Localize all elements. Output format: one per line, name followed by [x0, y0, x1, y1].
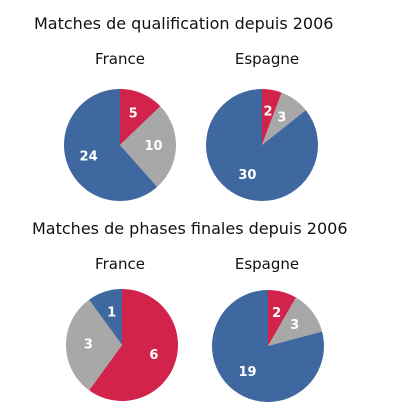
- pie-slice-3: [65, 299, 122, 391]
- pie-slice-6: [89, 289, 178, 401]
- pie-slice-label: 1: [107, 306, 116, 321]
- pie-slice-label: 2: [272, 306, 281, 321]
- pie-slice-label: 10: [145, 139, 163, 154]
- pie-slice-label: 3: [277, 110, 286, 125]
- pie-slice-1: [89, 289, 122, 345]
- pie-slice-3: [268, 297, 323, 346]
- pie-slice-19: [212, 290, 325, 403]
- pie-slice-label: 2: [263, 104, 272, 119]
- pie-slice-label: 3: [84, 338, 93, 353]
- section-title-finals: Matches de phases finales depuis 2006: [32, 219, 348, 238]
- pie-slice-30: [206, 89, 318, 201]
- pie-slice-label: 24: [80, 149, 98, 164]
- pie-slice-10: [120, 106, 176, 187]
- pie-slice-label: 3: [290, 318, 299, 333]
- pie-title-qualification-espagne: Espagne: [234, 50, 300, 68]
- pie-slice-2: [268, 290, 296, 346]
- pie-slice-label: 30: [238, 168, 256, 183]
- pie-slice-24: [64, 89, 158, 201]
- pie-slice-label: 5: [129, 107, 138, 122]
- pie-title-finals-espagne: Espagne: [234, 255, 300, 273]
- pie-slice-2: [262, 89, 282, 145]
- pie-title-qualification-france: France: [95, 50, 145, 68]
- pie-slice-3: [262, 92, 306, 145]
- pie-title-finals-france: France: [95, 255, 145, 273]
- section-title-qualification: Matches de qualification depuis 2006: [34, 14, 334, 33]
- pie-slice-5: [120, 89, 161, 145]
- pie-slice-label: 19: [238, 365, 256, 380]
- pie-slice-label: 6: [149, 348, 158, 363]
